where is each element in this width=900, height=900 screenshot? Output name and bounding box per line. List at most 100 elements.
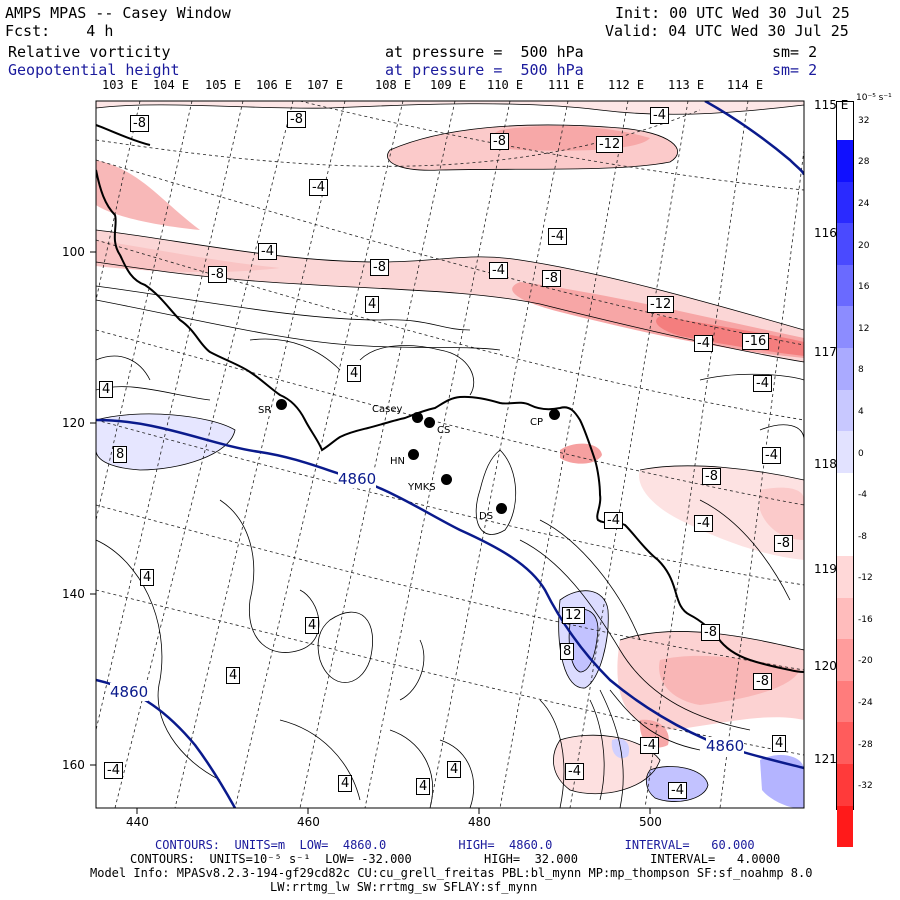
forecast-hour: Fcst: 4 h (5, 22, 114, 40)
colorbar-label: 32 (858, 116, 870, 126)
contour-label: 4 (347, 365, 362, 382)
contour-label: -8 (702, 468, 721, 485)
contour-label: 4 (338, 775, 353, 792)
station-dot (276, 399, 287, 410)
y-tick-label: 100 (62, 245, 85, 259)
colorbar-label: 12 (858, 324, 870, 334)
lon-label: 105 E (205, 78, 242, 92)
colorbar-swatch (837, 722, 853, 764)
contour-label: 4 (365, 296, 380, 313)
field2-level: at pressure = 500 hPa (385, 61, 584, 79)
lon-label: 115 E (814, 98, 849, 112)
model-info: Model Info: MPASv8.2.3-194-gf29cd82c CU:… (90, 866, 813, 880)
colorbar-swatch (837, 306, 853, 348)
y-tick-label: 140 (62, 587, 85, 601)
station-label-cp: CP (530, 417, 544, 428)
contour-label: -4 (762, 447, 781, 464)
model-info-radiation: LW:rrtmg_lw SW:rrtmg_sw SFLAY:sf_mynn (270, 880, 538, 894)
colorbar-label: -4 (858, 490, 867, 500)
colorbar-label: -12 (858, 573, 873, 583)
colorbar-swatch (837, 555, 853, 598)
colorbar-label: 16 (858, 282, 870, 292)
colorbar-label: 28 (858, 157, 870, 167)
colorbar-swatch (837, 347, 853, 390)
contour-label: -4 (604, 512, 623, 529)
station-dot (496, 503, 507, 514)
contour-label: -8 (753, 673, 772, 690)
y-tick-label: 120 (62, 416, 85, 430)
x-tick-label: 440 (126, 815, 149, 829)
contour-label: -4 (640, 737, 659, 754)
contour-label: 8 (560, 643, 575, 660)
lon-label: 109 E (430, 78, 467, 92)
station-label-casey: Casey (372, 404, 403, 415)
station-label-ymks: YMKS (408, 482, 436, 493)
contour-label: -8 (701, 624, 720, 641)
colorbar-label: 4 (858, 407, 864, 417)
station-label-sr: SR (258, 405, 272, 416)
contour-label: -4 (489, 262, 508, 279)
field2-name: Geopotential height (8, 61, 180, 79)
contour-label: -8 (287, 111, 306, 128)
colorbar-label: 8 (858, 365, 864, 375)
lon-label: 106 E (256, 78, 293, 92)
height-label: 4860 (338, 470, 377, 488)
colorbar-label: -24 (858, 698, 873, 708)
init-time: Init: 00 UTC Wed 30 Jul 25 (615, 4, 850, 22)
vorticity-contour-info: CONTOURS: UNITS=10⁻⁵ s⁻¹ LOW= -32.000 HI… (130, 852, 781, 866)
colorbar-swatch (837, 514, 853, 556)
station-dot (412, 412, 423, 423)
contour-label: 8 (113, 446, 128, 463)
station-label-cs: CS (437, 425, 451, 436)
x-tick-label: 480 (468, 815, 491, 829)
contour-label: -4 (309, 179, 328, 196)
colorbar-label: 20 (858, 241, 870, 251)
station-dot (441, 474, 452, 485)
x-tick-label: 500 (639, 815, 662, 829)
lon-label: 113 E (668, 78, 705, 92)
colorbar-swatch (837, 763, 853, 806)
map-title: AMPS MPAS -- Casey Window (5, 4, 231, 22)
contour-label: 4 (305, 617, 320, 634)
contour-label: -8 (774, 535, 793, 552)
field1-level: at pressure = 500 hPa (385, 43, 584, 61)
lon-label: 110 E (487, 78, 524, 92)
lon-label: 103 E (102, 78, 139, 92)
colorbar-label: 0 (858, 449, 864, 459)
lon-label: 114 E (727, 78, 764, 92)
lon-label: 104 E (153, 78, 190, 92)
station-dot (408, 449, 419, 460)
height-label: 4860 (110, 683, 149, 701)
colorbar-swatch (837, 680, 853, 723)
colorbar-label: -32 (858, 781, 873, 791)
contour-label: -4 (694, 335, 713, 352)
colorbar-swatch (837, 223, 853, 265)
contour-label: -12 (596, 136, 624, 153)
contour-label: -8 (542, 270, 561, 287)
colorbar-label: -20 (858, 656, 873, 666)
colorbar-swatch (837, 389, 853, 432)
colorbar-swatch (837, 597, 853, 640)
colorbar-label: -28 (858, 740, 873, 750)
contour-label: -12 (647, 296, 675, 313)
lon-label: 112 E (608, 78, 645, 92)
contour-label: 4 (140, 569, 155, 586)
contour-label: 4 (99, 381, 114, 398)
contour-label: 4 (772, 735, 787, 752)
lon-label: 108 E (375, 78, 412, 92)
contour-label: -4 (548, 228, 567, 245)
station-dot (549, 409, 560, 420)
colorbar-swatch (837, 181, 853, 224)
station-label-hn: HN (390, 456, 405, 467)
colorbar (836, 101, 854, 848)
contour-label: -4 (668, 782, 687, 799)
contour-label: -4 (650, 107, 669, 124)
contour-label: 12 (562, 607, 585, 624)
contour-label: -4 (694, 515, 713, 532)
colorbar-swatch (837, 431, 853, 473)
contour-label: -8 (130, 115, 149, 132)
colorbar-swatch (837, 264, 853, 307)
colorbar-unit: 10⁻⁵ s⁻¹ (856, 93, 892, 103)
contour-label: -8 (370, 259, 389, 276)
contour-label: -16 (742, 333, 770, 350)
